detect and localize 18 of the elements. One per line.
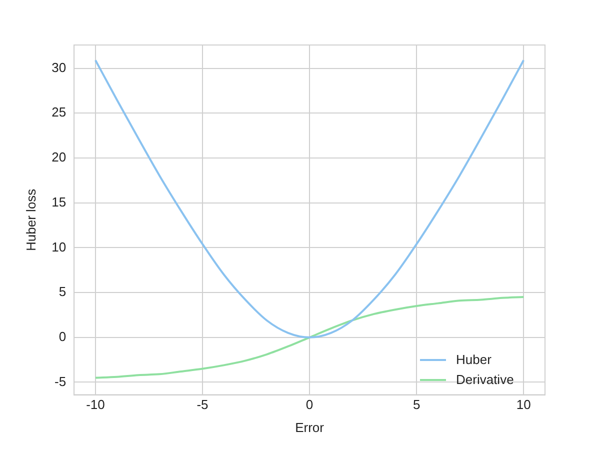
y-tick-label: 25: [52, 104, 66, 120]
x-tick-label: 5: [412, 397, 420, 412]
y-tick-label: 0: [58, 328, 66, 344]
y-tick-label: 10: [52, 239, 66, 254]
x-tick-label: 0: [306, 397, 314, 412]
legend-label: Derivative: [456, 371, 514, 389]
x-tick-label: 10: [516, 397, 531, 412]
y-tick-label: 5: [58, 284, 66, 300]
y-tick-label: 20: [52, 150, 66, 165]
legend-label: Huber: [456, 351, 492, 369]
line-series: [94, 59, 525, 338]
x-tick-label: -10: [86, 397, 105, 412]
y-tick-label: -5: [54, 374, 66, 389]
y-axis-title: Huber loss: [23, 188, 38, 251]
x-tick-label: -5: [196, 397, 208, 412]
y-tick-label: 15: [52, 194, 66, 210]
x-axis-title: Error: [295, 420, 325, 435]
y-tick-label: 30: [52, 60, 66, 75]
